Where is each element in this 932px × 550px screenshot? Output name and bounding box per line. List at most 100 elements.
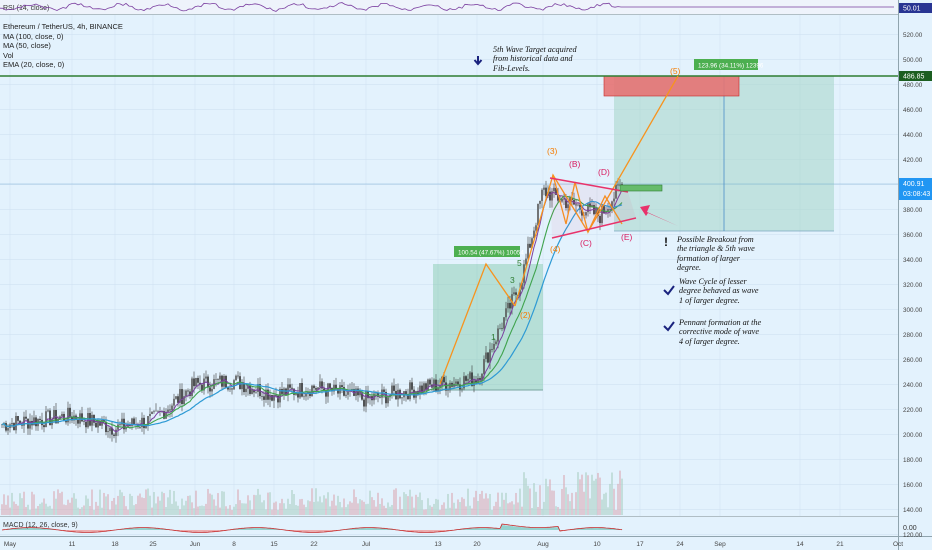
macd-bar bbox=[507, 525, 509, 530]
candle-body bbox=[465, 376, 467, 381]
volume-bar bbox=[75, 498, 77, 515]
macd-bar bbox=[69, 530, 71, 532]
candle-body bbox=[457, 381, 459, 385]
macd-bar bbox=[503, 525, 505, 530]
macd-bar bbox=[471, 528, 473, 530]
volume-bar bbox=[527, 485, 529, 515]
volume-bar bbox=[155, 503, 157, 515]
time-tick-label: 22 bbox=[310, 541, 318, 548]
indicator-ema20[interactable]: EMA (20, close, 0) bbox=[3, 60, 65, 70]
volume-bar bbox=[45, 503, 47, 515]
volume-bar bbox=[339, 501, 341, 515]
macd-bar bbox=[209, 530, 211, 532]
volume-bar bbox=[487, 498, 489, 515]
macd-bar bbox=[431, 530, 433, 532]
wave-label-5-larger: (5) bbox=[670, 66, 681, 76]
macd-bar bbox=[207, 530, 209, 532]
volume-bar bbox=[347, 504, 349, 515]
macd-bar bbox=[75, 530, 77, 532]
volume-bar bbox=[511, 501, 513, 515]
volume-bar bbox=[579, 479, 581, 515]
volume-bar bbox=[235, 504, 237, 515]
volume-bar bbox=[363, 501, 365, 515]
macd-bar bbox=[233, 529, 235, 530]
symbol-title[interactable]: Ethereum / TetherUS, 4h, BINANCE bbox=[3, 22, 123, 31]
macd-bar bbox=[473, 528, 475, 530]
volume-bar bbox=[307, 500, 309, 515]
indicator-ma50[interactable]: MA (50, close) bbox=[3, 41, 51, 51]
volume-bar bbox=[351, 502, 353, 515]
price-axis[interactable]: 100.00120.00140.00160.00180.00200.00220.… bbox=[903, 32, 923, 550]
macd-bar bbox=[303, 530, 305, 532]
volume-bar bbox=[467, 488, 469, 515]
volume-bar bbox=[25, 507, 27, 515]
volume-bar bbox=[193, 508, 195, 515]
volume-bar bbox=[95, 501, 97, 515]
macd-bar bbox=[17, 528, 19, 530]
volume-bar bbox=[209, 493, 211, 515]
volume-bar bbox=[563, 475, 565, 515]
volume-bar bbox=[319, 496, 321, 515]
macd-bar bbox=[413, 530, 415, 532]
macd-bar bbox=[89, 530, 91, 532]
macd-bar bbox=[261, 528, 263, 530]
volume-bar bbox=[33, 494, 35, 515]
macd-bar bbox=[485, 528, 487, 530]
candle-body bbox=[109, 427, 111, 432]
volume-bar bbox=[619, 470, 621, 515]
volume-bar bbox=[31, 491, 33, 515]
volume-bar bbox=[239, 500, 241, 515]
candle-body bbox=[69, 407, 71, 418]
macd-bar bbox=[523, 527, 525, 530]
macd-bar bbox=[29, 528, 31, 530]
volume-bar bbox=[505, 492, 507, 515]
macd-bar bbox=[155, 528, 157, 530]
macd-bar bbox=[121, 529, 123, 530]
candle-body bbox=[101, 420, 103, 426]
macd-bar bbox=[217, 530, 219, 532]
candle-body bbox=[501, 328, 503, 329]
candle-body bbox=[513, 292, 515, 295]
volume-bar bbox=[523, 472, 525, 515]
candle-body bbox=[145, 425, 147, 429]
macd-bar bbox=[251, 528, 253, 530]
volume-bar bbox=[297, 505, 299, 515]
volume-bar bbox=[381, 498, 383, 515]
macd-bar bbox=[605, 528, 607, 530]
macd-bar bbox=[65, 530, 67, 531]
macd-bar bbox=[15, 528, 17, 530]
macd-bar bbox=[579, 528, 581, 530]
price-tick-label: 140.00 bbox=[903, 507, 923, 514]
volume-bar bbox=[459, 502, 461, 515]
macd-bar bbox=[235, 529, 237, 530]
volume-bar bbox=[281, 498, 283, 515]
macd-label: MACD (12, 26, close, 9) bbox=[3, 522, 78, 529]
candle-body bbox=[133, 418, 135, 425]
candle-body bbox=[361, 392, 363, 400]
time-tick-label: May bbox=[4, 541, 17, 548]
macd-bar bbox=[325, 530, 327, 532]
candle-body bbox=[11, 422, 13, 425]
time-axis[interactable]: May 11 18 25 Jun 8 15 22 Jul 13 20 Aug 10 17 24 Sep 14 21… bbox=[4, 541, 903, 548]
macd-bar bbox=[589, 528, 591, 530]
macd-bar bbox=[577, 528, 579, 530]
price-tick-label: 120.00 bbox=[903, 532, 923, 539]
volume-bar bbox=[23, 491, 25, 515]
indicator-ma100[interactable]: MA (100, close, 0) bbox=[3, 31, 64, 41]
volume-bar bbox=[549, 479, 551, 515]
candle-body bbox=[439, 385, 441, 388]
candle-body bbox=[85, 421, 87, 428]
candle-body bbox=[339, 385, 341, 394]
volume-bar bbox=[479, 494, 481, 515]
candle-body bbox=[287, 384, 289, 396]
volume-bar bbox=[595, 478, 597, 515]
macd-bar bbox=[127, 528, 129, 530]
volume-bar bbox=[377, 492, 379, 515]
macd-bar bbox=[547, 527, 549, 530]
macd-bar bbox=[607, 528, 609, 530]
volume-bar bbox=[431, 506, 433, 515]
macd-bar bbox=[601, 528, 603, 530]
macd-bar bbox=[161, 528, 163, 530]
indicator-vol[interactable]: Vol bbox=[3, 50, 14, 60]
